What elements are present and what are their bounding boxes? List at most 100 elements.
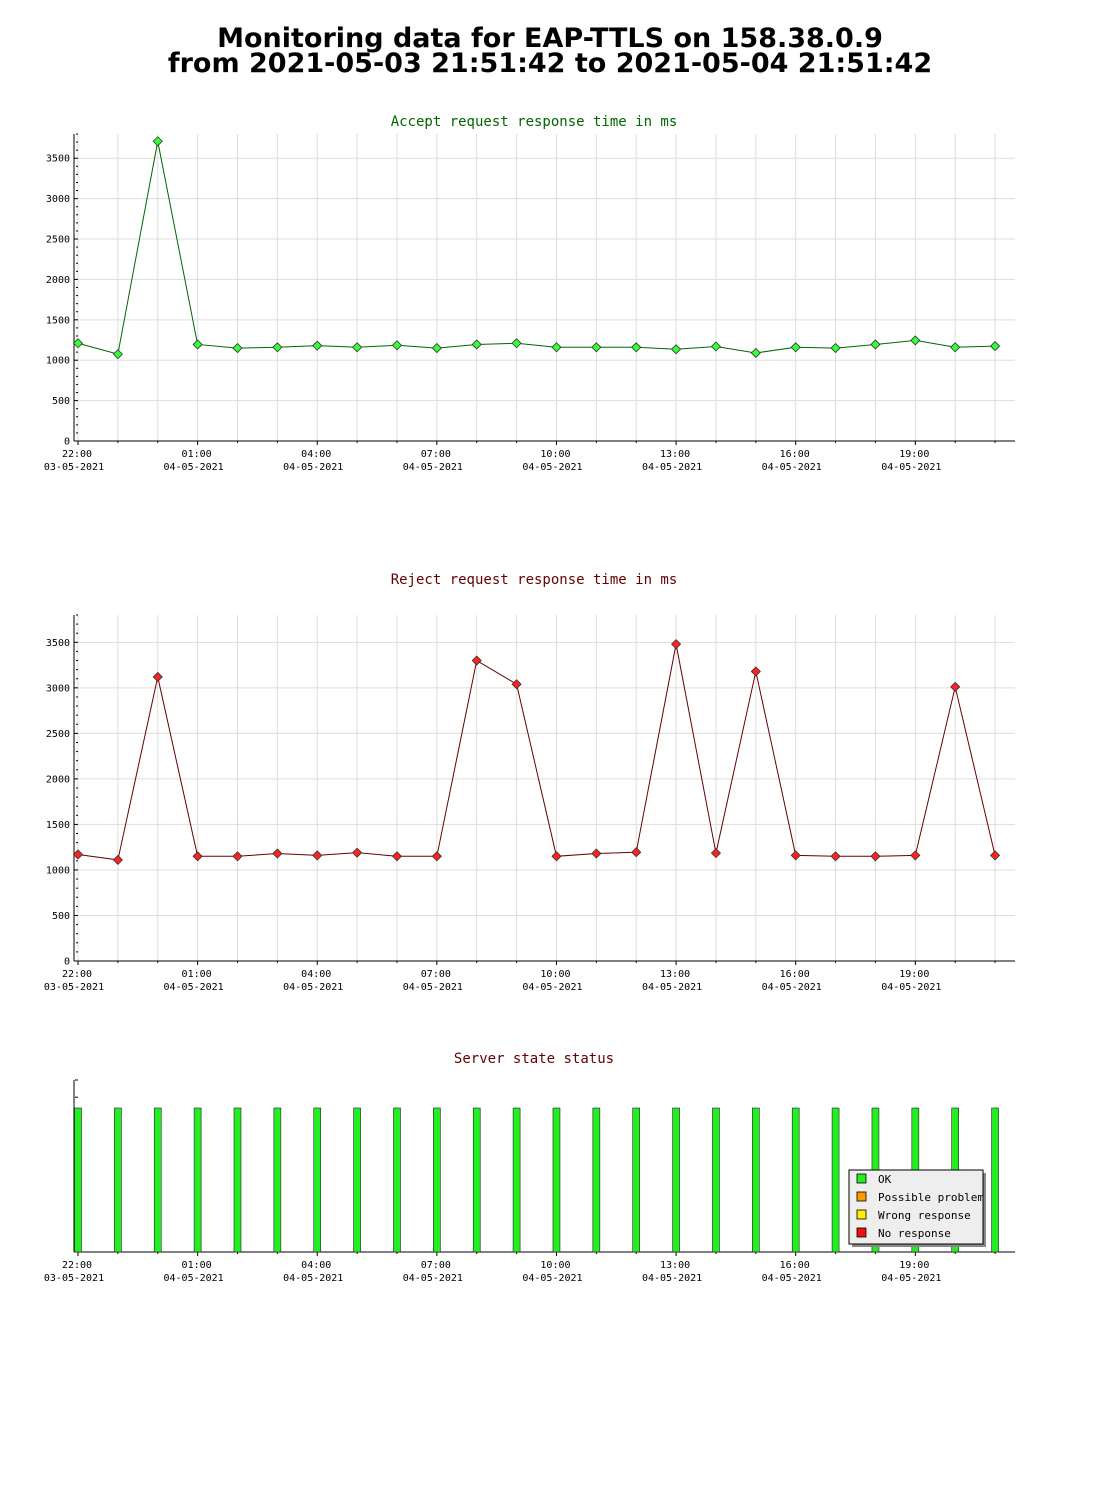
status-bar bbox=[831, 1107, 840, 1253]
data-point bbox=[551, 851, 562, 862]
x-tick-time: 01:00 bbox=[182, 969, 212, 980]
x-tick-time: 04:00 bbox=[301, 449, 331, 460]
page-title: Monitoring data for EAP-TTLS on 158.38.0… bbox=[217, 23, 883, 54]
y-tick-label: 0 bbox=[64, 437, 70, 448]
data-point bbox=[312, 850, 323, 861]
x-tick-date: 04-05-2021 bbox=[283, 1273, 343, 1284]
y-tick-label: 500 bbox=[52, 396, 70, 407]
data-point bbox=[671, 639, 682, 650]
data-point bbox=[591, 848, 602, 859]
data-point bbox=[910, 335, 921, 346]
data-point bbox=[232, 343, 243, 354]
x-tick-date: 04-05-2021 bbox=[642, 1273, 702, 1284]
x-tick-date: 04-05-2021 bbox=[283, 462, 343, 473]
x-tick-date: 04-05-2021 bbox=[762, 982, 822, 993]
data-point bbox=[750, 666, 761, 677]
data-point bbox=[272, 848, 283, 859]
x-tick-time: 16:00 bbox=[780, 969, 810, 980]
status-bar bbox=[552, 1107, 561, 1253]
chart-3: Server state status 22:00 03-05-2021 01:00 0… bbox=[44, 1051, 1015, 1284]
x-tick-date: 04-05-2021 bbox=[881, 982, 941, 993]
x-tick-date: 04-05-2021 bbox=[403, 1273, 463, 1284]
legend-label: No response bbox=[878, 1227, 951, 1240]
x-tick-time: 19:00 bbox=[899, 1260, 929, 1271]
legend-label: OK bbox=[878, 1173, 892, 1186]
x-tick-time: 13:00 bbox=[660, 969, 690, 980]
x-tick-time: 22:00 bbox=[62, 1260, 92, 1271]
data-point bbox=[112, 854, 123, 865]
data-point bbox=[750, 347, 761, 359]
data-point bbox=[391, 851, 403, 862]
page-subtitle: from 2021-05-03 21:51:42 to 2021-05-04 2… bbox=[167, 48, 933, 79]
data-point bbox=[910, 850, 921, 861]
data-point bbox=[152, 136, 163, 147]
legend-label: Possible problem bbox=[878, 1191, 984, 1204]
data-point bbox=[431, 851, 442, 862]
status-bar bbox=[153, 1107, 162, 1253]
chart-title: Server state status bbox=[454, 1051, 614, 1067]
x-tick-time: 13:00 bbox=[660, 449, 690, 460]
status-bar bbox=[991, 1107, 999, 1253]
x-tick-date: 04-05-2021 bbox=[522, 1273, 582, 1284]
status-bar bbox=[393, 1107, 401, 1253]
x-tick-date: 04-05-2021 bbox=[881, 462, 941, 473]
x-tick-time: 16:00 bbox=[780, 449, 810, 460]
data-point bbox=[631, 342, 642, 353]
y-tick-label: 2000 bbox=[46, 275, 70, 286]
y-tick-label: 1500 bbox=[46, 820, 70, 831]
data-point bbox=[272, 342, 283, 353]
status-bar bbox=[74, 1107, 82, 1253]
x-tick-date: 04-05-2021 bbox=[762, 1273, 822, 1284]
data-point bbox=[710, 848, 722, 859]
y-tick-label: 500 bbox=[52, 911, 70, 922]
status-bar bbox=[632, 1107, 641, 1253]
status-bar bbox=[193, 1107, 202, 1253]
y-tick-label: 3500 bbox=[46, 154, 70, 165]
y-tick-label: 2500 bbox=[46, 235, 70, 246]
data-point bbox=[591, 342, 602, 353]
legend-swatch bbox=[856, 1227, 867, 1238]
legend-swatch bbox=[856, 1173, 867, 1184]
x-tick-time: 04:00 bbox=[301, 969, 331, 980]
status-bar bbox=[273, 1107, 282, 1253]
x-tick-date: 04-05-2021 bbox=[403, 462, 463, 473]
data-point bbox=[112, 349, 123, 360]
x-tick-date: 04-05-2021 bbox=[522, 982, 582, 993]
data-point bbox=[989, 341, 1001, 352]
x-tick-time: 19:00 bbox=[899, 449, 929, 460]
x-tick-date: 04-05-2021 bbox=[164, 982, 224, 993]
chart-title: Accept request response time in ms bbox=[391, 114, 678, 130]
status-bar bbox=[233, 1107, 242, 1253]
x-tick-time: 01:00 bbox=[182, 1260, 212, 1271]
x-tick-date: 04-05-2021 bbox=[642, 982, 702, 993]
status-bar bbox=[752, 1107, 760, 1253]
data-point bbox=[989, 850, 1001, 861]
chart-1: Accept request response time in ms 0 500 10… bbox=[44, 114, 1015, 473]
y-tick-label: 1500 bbox=[46, 315, 70, 326]
x-tick-date: 04-05-2021 bbox=[762, 462, 822, 473]
status-bar bbox=[712, 1107, 720, 1253]
x-tick-time: 10:00 bbox=[540, 1260, 570, 1271]
data-point bbox=[72, 338, 84, 349]
data-point bbox=[152, 671, 163, 682]
data-point bbox=[192, 339, 203, 350]
x-tick-time: 13:00 bbox=[660, 1260, 690, 1271]
series-line bbox=[77, 644, 996, 861]
data-point bbox=[830, 851, 841, 862]
status-bar bbox=[791, 1107, 800, 1253]
y-tick-label: 2000 bbox=[46, 774, 70, 785]
legend-swatch bbox=[856, 1191, 867, 1202]
x-tick-time: 22:00 bbox=[62, 969, 92, 980]
x-tick-date: 04-05-2021 bbox=[642, 462, 702, 473]
status-bar bbox=[433, 1107, 441, 1253]
x-tick-time: 19:00 bbox=[899, 969, 929, 980]
data-point bbox=[352, 342, 363, 353]
data-point bbox=[471, 339, 482, 350]
data-point bbox=[710, 341, 722, 352]
status-bar bbox=[512, 1107, 521, 1253]
data-point bbox=[830, 343, 841, 354]
legend-swatch bbox=[856, 1209, 867, 1220]
data-point bbox=[870, 339, 881, 350]
data-point bbox=[232, 851, 243, 862]
